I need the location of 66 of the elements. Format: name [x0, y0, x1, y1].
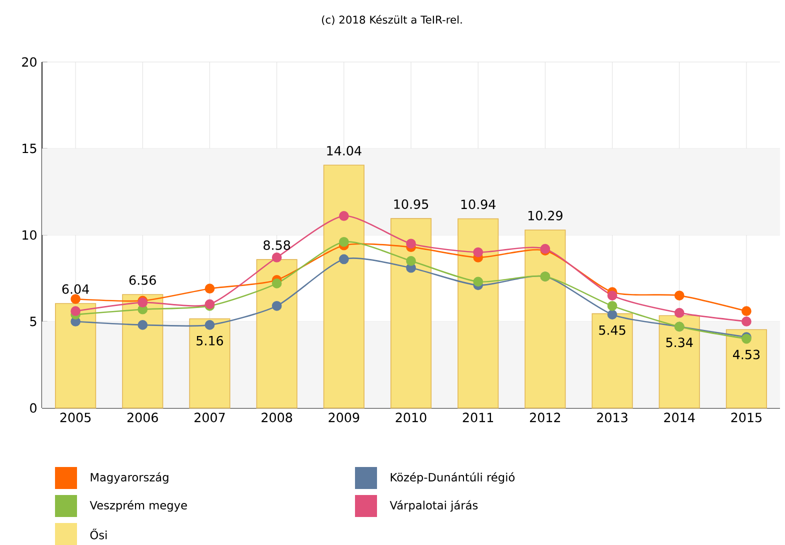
- point: [674, 290, 684, 300]
- x-tick-label: 2005: [60, 412, 91, 422]
- x-tick-label: 2012: [530, 412, 560, 422]
- data-label: 4.53: [732, 350, 760, 360]
- x-tick-label: 2006: [127, 412, 158, 422]
- point: [338, 211, 349, 221]
- bar: [55, 303, 96, 408]
- bar: [658, 315, 700, 408]
- legend-label: Veszprém megye: [90, 500, 187, 512]
- data-label: 6.04: [62, 284, 89, 294]
- point: [674, 308, 684, 318]
- data-label: 10.94: [461, 200, 496, 210]
- bar: [726, 329, 767, 408]
- bar: [592, 313, 633, 408]
- data-label: 5.45: [599, 325, 626, 335]
- legend-label: Ősi: [90, 528, 107, 540]
- y-tick-label: 10: [22, 230, 36, 240]
- point: [70, 306, 80, 316]
- legend-label: Közép-Dunántúli régió: [390, 472, 515, 484]
- x-tick-label: 2015: [731, 412, 762, 422]
- point: [272, 300, 282, 311]
- point: [406, 256, 416, 266]
- x-tick-label: 2009: [328, 412, 360, 422]
- data-label: 8.58: [264, 240, 290, 250]
- point: [473, 276, 484, 287]
- data-label: 14.04: [327, 146, 362, 156]
- point: [473, 247, 484, 258]
- point: [742, 306, 752, 316]
- bar: [189, 318, 230, 408]
- point: [204, 320, 215, 330]
- y-tick-label: 20: [22, 57, 36, 67]
- point: [607, 290, 618, 300]
- point: [138, 320, 148, 330]
- legend-label: Várpalotai járás: [390, 500, 478, 512]
- data-label: 10.95: [394, 199, 428, 209]
- x-tick-label: 2014: [664, 412, 695, 422]
- bar: [122, 294, 164, 408]
- bar: [256, 259, 298, 408]
- point: [406, 238, 416, 249]
- legend-label: Magyarország: [90, 472, 168, 484]
- point: [607, 310, 618, 320]
- bar: [458, 218, 499, 408]
- bar: [323, 164, 364, 408]
- y-tick-label: 0: [30, 403, 36, 413]
- x-tick-label: 2010: [396, 412, 426, 422]
- point: [204, 284, 215, 294]
- x-tick-label: 2013: [597, 412, 628, 422]
- point: [272, 252, 282, 262]
- data-label: 10.29: [528, 210, 562, 220]
- y-tick-label: 5: [30, 316, 36, 326]
- point: [607, 300, 618, 311]
- data-label: 5.16: [196, 336, 224, 346]
- bar: [524, 230, 566, 408]
- data-label: 5.34: [666, 338, 693, 348]
- point: [338, 236, 349, 247]
- x-tick-label: 2011: [462, 412, 494, 422]
- x-tick-label: 2008: [262, 412, 292, 422]
- point: [70, 294, 80, 304]
- bar: [390, 218, 432, 408]
- data-label: 6.56: [129, 275, 156, 285]
- point: [742, 316, 752, 326]
- point: [338, 254, 349, 264]
- point: [272, 278, 282, 288]
- x-tick-label: 2007: [194, 412, 225, 422]
- y-tick-label: 15: [22, 144, 36, 154]
- chart-title: (c) 2018 Készült a TeIR-rel.: [322, 15, 462, 25]
